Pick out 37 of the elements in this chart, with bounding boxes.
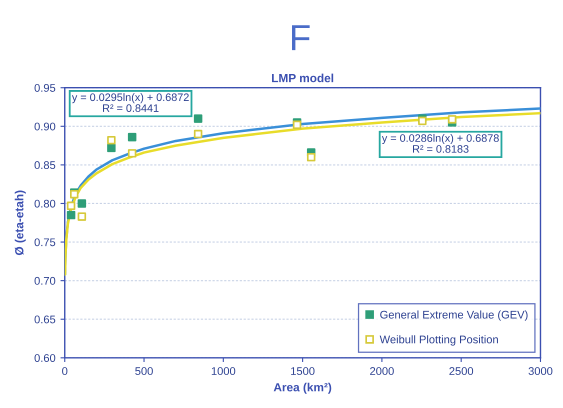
point: [128, 132, 136, 142]
x-tick-label: 1500: [291, 367, 315, 376]
point: [194, 114, 202, 123]
point: [66, 210, 76, 220]
point: [128, 149, 136, 158]
point: [78, 199, 86, 208]
point: [107, 136, 116, 144]
y-tick-label: 0.75: [34, 238, 56, 246]
y-axis-title: Ø (eta-etah): [14, 190, 26, 256]
y-tick-label: 0.65: [34, 316, 56, 324]
x-tick-label: 500: [135, 367, 153, 376]
legend-label: Weibull Plotting Position: [380, 335, 498, 346]
point: [306, 152, 316, 162]
y-tick-label: 0.60: [34, 354, 56, 362]
x-tick-label: 2000: [370, 367, 394, 376]
x-tick-label: 2500: [449, 367, 474, 376]
chart-title: F: [292, 25, 310, 50]
point: [292, 120, 302, 129]
y-tick-label: 0.95: [34, 84, 56, 92]
point: [107, 144, 116, 152]
x-tick-label: 3000: [528, 367, 552, 376]
y-tick-label: 0.85: [34, 161, 56, 170]
x-axis-title: Area (km²): [274, 382, 332, 394]
y-tick-label: 0.70: [34, 276, 56, 285]
annotation: y = 0.0286ln(x) + 0.6878 R² = 0.8183: [382, 134, 499, 153]
annotation: y = 0.0295ln(x) + 0.6872 R² = 0.8441: [72, 93, 189, 112]
point: [66, 202, 76, 210]
point: [78, 212, 86, 221]
legend-label: General Extreme Value (GEV): [380, 310, 528, 321]
point: [194, 130, 202, 138]
chart-subtitle: LMP model: [272, 74, 334, 82]
point: [448, 115, 456, 124]
x-tick-label: 0: [62, 367, 68, 376]
y-tick-label: 0.90: [34, 122, 56, 130]
y-tick-label: 0.80: [34, 200, 56, 208]
x-tick-label: 1000: [212, 367, 236, 376]
point: [418, 116, 427, 126]
